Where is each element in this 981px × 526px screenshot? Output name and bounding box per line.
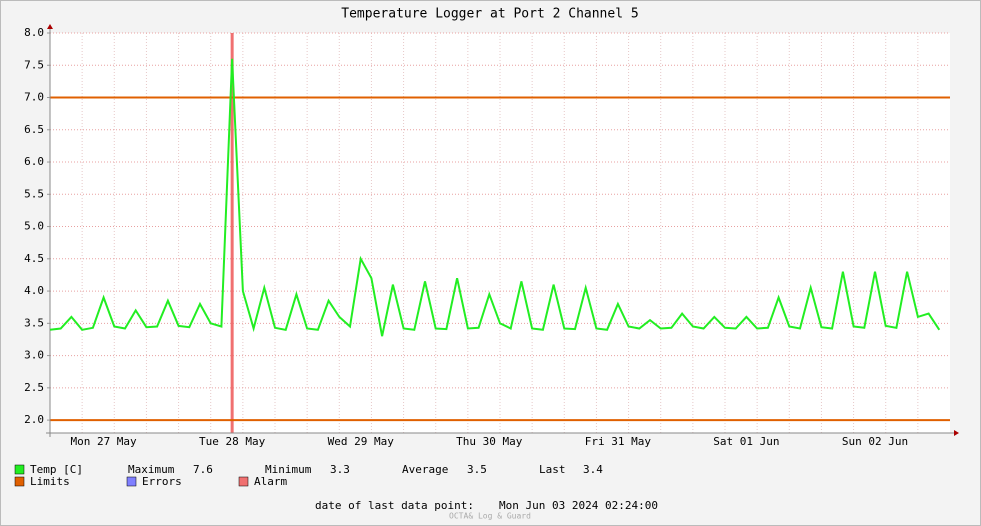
y-tick-label: 5.0 (24, 220, 44, 233)
y-tick-label: 2.0 (24, 413, 44, 426)
x-tick-label: Thu 30 May (456, 435, 523, 448)
y-tick-label: 8.0 (24, 26, 44, 39)
stat-label: Average (402, 463, 448, 476)
chart-title: Temperature Logger at Port 2 Channel 5 (341, 7, 638, 22)
y-tick-label: 7.5 (24, 58, 44, 71)
x-tick-label: Fri 31 May (585, 435, 652, 448)
y-tick-label: 3.5 (24, 316, 44, 329)
stat-label: Maximum (128, 463, 175, 476)
x-tick-label: Tue 28 May (199, 435, 266, 448)
legend-label: Limits (30, 475, 70, 488)
legend-swatch (14, 464, 25, 475)
legend-label: Errors (142, 475, 182, 488)
y-tick-label: 4.0 (24, 284, 44, 297)
footer-label: date of last data point: (315, 499, 474, 512)
stat-value: 3.4 (583, 463, 603, 476)
stat-label: Last (539, 463, 566, 476)
y-tick-label: 6.0 (24, 155, 44, 168)
alarm-band (230, 33, 234, 433)
y-tick-label: 2.5 (24, 381, 44, 394)
legend-swatch (126, 476, 137, 487)
axis-arrow (954, 430, 959, 436)
legend-swatch (14, 476, 25, 487)
axis-arrow (47, 24, 53, 29)
temp-line (49, 58, 941, 337)
y-tick-label: 4.5 (24, 252, 44, 265)
legend-swatch (238, 476, 249, 487)
x-tick-label: Wed 29 May (328, 435, 395, 448)
stat-value: 3.5 (467, 463, 487, 476)
legend-label: Temp [C] (30, 463, 83, 476)
watermark: OCTA& Log & Guard (449, 512, 531, 521)
x-tick-label: Sun 02 Jun (842, 435, 908, 448)
footer-value: Mon Jun 03 2024 02:24:00 (499, 499, 658, 512)
x-tick-label: Mon 27 May (70, 435, 137, 448)
stat-label: Minimum (265, 463, 312, 476)
y-tick-label: 7.0 (24, 91, 44, 104)
legend-label: Alarm (254, 475, 287, 488)
y-tick-label: 5.5 (24, 187, 44, 200)
y-tick-label: 6.5 (24, 123, 44, 136)
x-tick-label: Sat 01 Jun (713, 435, 779, 448)
stat-value: 7.6 (193, 463, 213, 476)
stat-value: 3.3 (330, 463, 350, 476)
y-tick-label: 3.0 (24, 349, 44, 362)
